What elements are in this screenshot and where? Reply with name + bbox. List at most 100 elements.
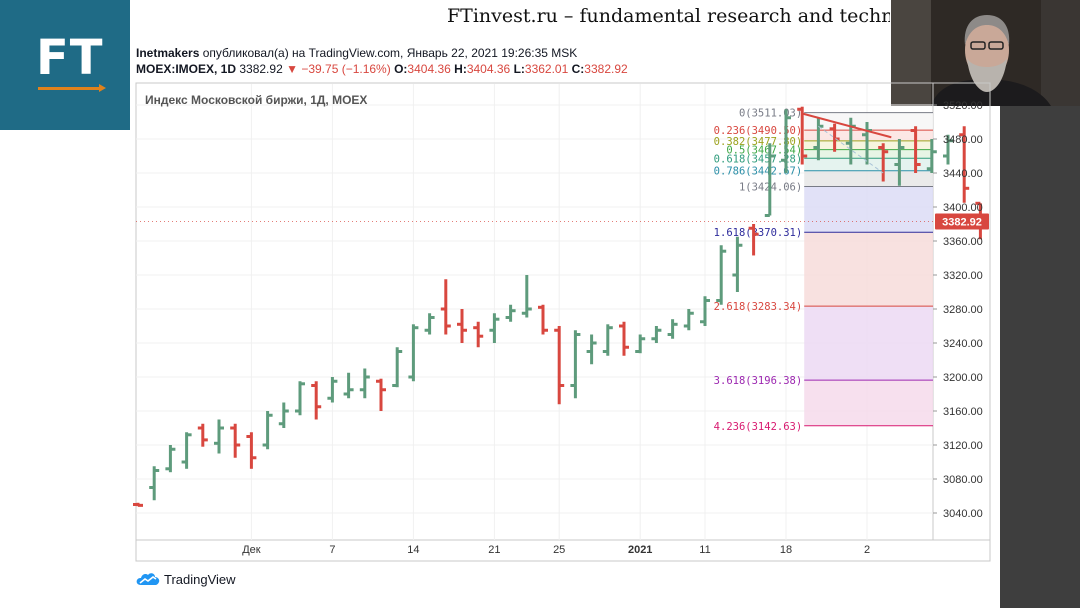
ohlc-bar xyxy=(149,466,160,501)
ohlc-bar xyxy=(505,304,516,322)
fib-level-label: 2.618(3283.34) xyxy=(714,301,803,313)
current-price: 3382.92 xyxy=(239,62,283,76)
ohlc-bar xyxy=(133,502,143,507)
last-price-marker: 3382.92 xyxy=(935,213,989,230)
ohlc-bar xyxy=(943,134,953,165)
fib-zone xyxy=(804,158,933,171)
ohlc-bar xyxy=(635,334,646,354)
publish-info: Inetmakers опубликовал(а) на TradingView… xyxy=(136,46,577,60)
ohlc-bar xyxy=(343,372,354,399)
grid-lines xyxy=(136,84,933,540)
fib-zone xyxy=(804,112,933,131)
fib-zone xyxy=(804,232,933,307)
y-tick-label: 3400.00 xyxy=(943,202,983,214)
ohlc-bar xyxy=(910,126,921,173)
fib-level-label: 0.786(3442.67) xyxy=(714,166,803,178)
down-arrow-icon: ▼ xyxy=(286,62,298,76)
ohlc-bar xyxy=(732,236,743,292)
high-value: 3404.36 xyxy=(466,62,511,76)
x-tick-label: 2 xyxy=(864,544,870,556)
ohlc-bar xyxy=(878,143,889,182)
x-tick-label: 11 xyxy=(699,544,710,556)
ohlc-bar xyxy=(376,378,386,411)
last-price-label: 3382.92 xyxy=(942,217,982,229)
ohlc-bar xyxy=(359,368,370,399)
open-value: 3404.36 xyxy=(407,62,451,76)
fib-zone xyxy=(804,186,933,233)
drawing-overlays xyxy=(136,112,933,223)
ohlc-bar xyxy=(278,402,289,428)
close-label: C: xyxy=(571,62,585,76)
y-tick-label: 3320.00 xyxy=(943,270,983,282)
fibonacci-retracement[interactable]: 0(3511.03)0.236(3490.50)0.382(3477.80)0.… xyxy=(714,108,933,433)
ohlc-bar xyxy=(440,279,451,335)
ohlc-bar xyxy=(424,313,435,335)
webcam-video xyxy=(891,0,1080,106)
last-price-badge xyxy=(935,213,989,230)
ohlc-bar xyxy=(586,334,597,365)
ohlc-bar xyxy=(165,445,176,473)
ohlc-bar xyxy=(214,419,224,454)
ohlc-bar xyxy=(311,381,322,420)
ohlc-bar xyxy=(667,319,678,339)
ohlc-bar xyxy=(651,326,662,343)
x-tick-label: 7 xyxy=(329,544,335,556)
x-tick-label: 21 xyxy=(488,544,500,556)
ohlc-bar xyxy=(554,326,565,405)
logo-arrow-icon xyxy=(99,84,106,92)
ohlc-bar xyxy=(959,126,970,203)
ohlc-bar xyxy=(197,423,208,447)
fib-level-label: 0.5(3467.54) xyxy=(726,145,802,157)
time-axis-ticks: Дек 7 14 21 25 2021 11 18 2 xyxy=(242,544,870,556)
price-axis-ticks: 3040.00 3080.00 3120.00 3160.00 3200.00 3240.… xyxy=(933,100,983,520)
tradingview-brand[interactable]: TradingView xyxy=(136,571,236,587)
ft-logo: FT xyxy=(0,0,130,130)
fib-zone xyxy=(804,170,933,187)
fib-zone xyxy=(804,140,933,150)
ohlc-bar xyxy=(521,275,532,318)
ohlc-bar xyxy=(295,381,305,416)
y-tick-label: 3240.00 xyxy=(943,338,983,350)
fib-level-label: 3.618(3196.38) xyxy=(714,375,803,387)
ohlc-bar xyxy=(570,330,581,399)
ohlc-bar xyxy=(538,304,548,335)
fib-zone xyxy=(804,149,933,159)
author-name[interactable]: Inetmakers xyxy=(136,46,200,60)
site-title: FTinvest.ru – fundamental research and t… xyxy=(447,5,890,27)
ohlc-bar xyxy=(392,347,403,388)
ohlc-chart[interactable]: 0(3511.03)0.236(3490.50)0.382(3477.80)0.… xyxy=(0,0,1000,570)
x-tick-label: 2021 xyxy=(628,544,652,556)
ohlc-bar xyxy=(602,324,613,356)
ohlc-bar xyxy=(230,423,241,458)
y-tick-label: 3160.00 xyxy=(943,406,983,418)
logo-underline xyxy=(38,87,100,90)
open-label: O: xyxy=(394,62,408,76)
y-tick-label: 3280.00 xyxy=(943,304,983,316)
ohlc-bar xyxy=(797,106,808,165)
fib-level-label: 0.236(3490.50) xyxy=(714,125,803,137)
ohlc-bar xyxy=(764,143,775,217)
x-tick-label: 18 xyxy=(780,544,792,556)
fib-zone xyxy=(804,306,933,381)
y-tick-label: 3360.00 xyxy=(943,236,983,248)
chart-title: Индекс Московской биржи, 1Д, MOEX xyxy=(145,93,367,107)
y-tick-label: 3120.00 xyxy=(943,440,983,452)
ohlc-bar xyxy=(246,432,257,469)
x-tick-label: 25 xyxy=(553,544,565,556)
ohlc-bar xyxy=(683,309,694,331)
high-label: H: xyxy=(454,62,467,76)
publish-text: опубликовал(а) на TradingView.com, Январ… xyxy=(202,46,578,60)
y-tick-label: 3080.00 xyxy=(943,474,983,486)
ohlc-bar xyxy=(181,432,192,469)
price-change: −39.75 (−1.16%) xyxy=(301,62,391,76)
low-value: 3362.01 xyxy=(524,62,569,76)
ohlc-bar xyxy=(716,245,727,305)
fib-level-label: 0(3511.03) xyxy=(739,108,802,120)
trendline xyxy=(801,112,892,139)
x-tick-label: Дек xyxy=(242,544,261,556)
ohlc-bar xyxy=(894,139,905,186)
close-value: 3382.92 xyxy=(584,62,628,76)
y-tick-label: 3520.00 xyxy=(943,100,983,112)
fib-level-label: 4.236(3142.63) xyxy=(714,421,803,433)
side-panel xyxy=(1000,106,1080,608)
